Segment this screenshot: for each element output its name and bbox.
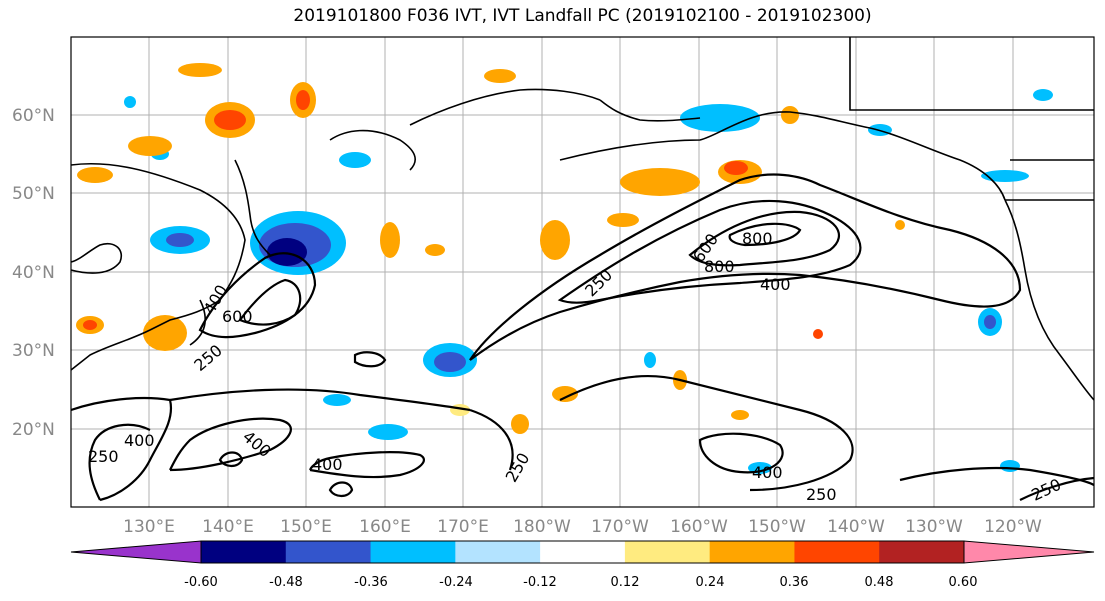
colorbar-segment — [370, 541, 456, 563]
colorbar-extend-low — [70, 540, 202, 564]
colorbar-tick-label: -0.60 — [184, 575, 218, 590]
colorbar — [70, 540, 1095, 564]
colorbar-frame — [200, 540, 965, 564]
colorbar-segment — [540, 541, 626, 563]
lon-label: 130°W — [905, 517, 963, 537]
lon-label: 140°W — [827, 517, 885, 537]
contour-label: 600 — [222, 307, 253, 326]
colorbar-tick-label: -0.12 — [523, 575, 557, 590]
lat-label: 50°N — [12, 184, 55, 204]
map-frame — [70, 36, 1095, 508]
contour-label: 400 — [752, 463, 783, 482]
lat-label: 60°N — [12, 106, 55, 126]
colorbar-tick-label: 0.24 — [696, 575, 725, 590]
colorbar-tick-label: 0.36 — [780, 575, 809, 590]
colorbar-segment — [455, 541, 541, 563]
colorbar-tick-label: -0.36 — [354, 575, 388, 590]
lon-label: 160°W — [670, 517, 728, 537]
contour-label: 250 — [88, 447, 119, 466]
lon-label: 150°E — [280, 517, 332, 537]
lon-label: 160°E — [359, 517, 411, 537]
map-title: 2019101800 F036 IVT, IVT Landfall PC (20… — [293, 6, 872, 26]
contour-label: 400 — [124, 431, 155, 450]
longitude-labels: 130°E 140°E 150°E 160°E 170°E 180°W 170°… — [123, 517, 1042, 537]
contour-label: 800 — [704, 257, 735, 276]
colorbar-tick-label: -0.24 — [439, 575, 473, 590]
ivt-contours — [70, 173, 1095, 502]
latitude-labels: 60°N 50°N 40°N 30°N 20°N — [12, 106, 55, 440]
lon-label: 170°E — [437, 517, 489, 537]
colorbar-segment — [794, 541, 880, 563]
colorbar-segment — [624, 541, 711, 563]
lon-label: 180°W — [513, 517, 571, 537]
colorbar-segment — [879, 541, 965, 563]
lon-label: 130°E — [123, 517, 175, 537]
lat-label: 20°N — [12, 420, 55, 440]
lon-label: 140°E — [202, 517, 254, 537]
ivt-shading — [76, 63, 1053, 474]
coastlines — [70, 37, 1095, 401]
colorbar-tick-label: 0.12 — [611, 575, 640, 590]
colorbar-segment — [285, 541, 372, 563]
colorbar-ticks: -0.60 -0.48 -0.36 -0.24 -0.12 0.12 0.24 … — [184, 575, 977, 590]
colorbar-tick-label: -0.48 — [269, 575, 303, 590]
lon-label: 150°W — [748, 517, 806, 537]
colorbar-tick-label: 0.60 — [949, 575, 978, 590]
lat-label: 30°N — [12, 341, 55, 361]
lat-label: 40°N — [12, 263, 55, 283]
colorbar-segment — [709, 541, 795, 563]
contour-label: 250 — [806, 485, 837, 504]
graticule — [71, 37, 1094, 507]
contour-label: 400 — [760, 275, 791, 294]
lon-label: 120°W — [984, 517, 1042, 537]
colorbar-segment — [201, 541, 287, 563]
colorbar-tick-label: 0.48 — [865, 575, 894, 590]
contour-label: 400 — [312, 455, 343, 474]
colorbar-extend-high — [963, 540, 1095, 564]
lon-label: 170°W — [591, 517, 649, 537]
contour-label: 800 — [742, 229, 773, 248]
